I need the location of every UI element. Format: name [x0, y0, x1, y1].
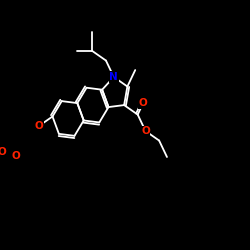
Text: O: O	[139, 98, 147, 108]
Text: O: O	[34, 121, 43, 131]
Text: O: O	[141, 126, 150, 136]
Text: N: N	[110, 72, 118, 82]
Text: O: O	[0, 147, 6, 157]
Text: O: O	[11, 151, 20, 161]
